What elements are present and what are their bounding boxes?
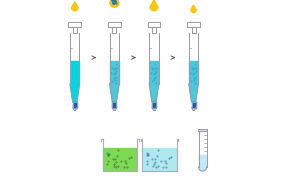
Polygon shape: [189, 33, 198, 84]
Polygon shape: [110, 33, 119, 84]
Polygon shape: [113, 102, 116, 108]
Polygon shape: [150, 0, 158, 11]
Polygon shape: [72, 2, 78, 11]
Polygon shape: [199, 167, 207, 171]
Polygon shape: [191, 5, 196, 13]
Polygon shape: [110, 84, 119, 102]
Polygon shape: [110, 61, 119, 84]
Polygon shape: [149, 33, 159, 84]
Polygon shape: [152, 102, 156, 108]
Polygon shape: [73, 102, 77, 108]
Polygon shape: [73, 27, 77, 33]
Polygon shape: [199, 131, 207, 167]
Polygon shape: [143, 148, 176, 170]
Polygon shape: [113, 108, 115, 110]
Polygon shape: [150, 61, 158, 84]
Polygon shape: [198, 129, 207, 131]
Polygon shape: [71, 61, 79, 84]
Polygon shape: [152, 27, 156, 33]
Polygon shape: [70, 33, 79, 84]
Polygon shape: [110, 0, 119, 7]
Polygon shape: [199, 155, 206, 167]
Polygon shape: [189, 84, 198, 102]
Polygon shape: [113, 27, 116, 33]
Polygon shape: [149, 84, 159, 102]
Polygon shape: [153, 108, 155, 110]
Polygon shape: [193, 108, 195, 110]
Polygon shape: [108, 22, 121, 27]
Polygon shape: [68, 22, 81, 27]
Polygon shape: [74, 108, 76, 110]
Polygon shape: [187, 22, 200, 27]
Polygon shape: [199, 167, 207, 171]
Polygon shape: [104, 148, 136, 170]
Polygon shape: [192, 27, 195, 33]
Polygon shape: [70, 84, 79, 102]
Polygon shape: [189, 61, 198, 84]
Polygon shape: [192, 102, 195, 108]
Polygon shape: [148, 22, 160, 27]
